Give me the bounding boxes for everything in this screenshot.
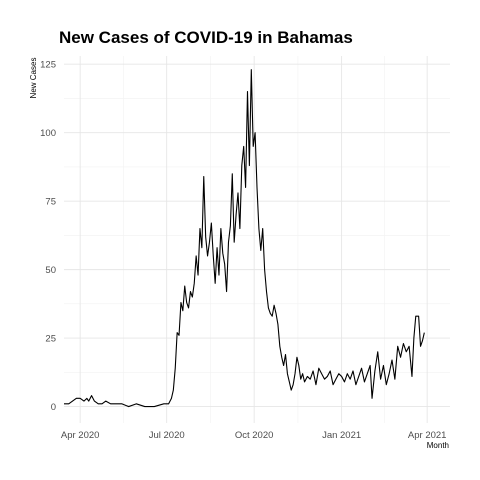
chart-grid bbox=[64, 56, 450, 423]
series-line bbox=[64, 69, 425, 408]
x-axis-label: Month bbox=[427, 441, 449, 450]
y-tick-label: 0 bbox=[51, 402, 56, 413]
y-tick-label: 25 bbox=[45, 334, 56, 345]
y-tick-label: 125 bbox=[40, 60, 56, 71]
x-tick-label: Jul 2020 bbox=[149, 430, 185, 441]
y-tick-label: 100 bbox=[40, 128, 56, 139]
chart-title: New Cases of COVID-19 in Bahamas bbox=[59, 28, 353, 47]
y-axis-tick-labels: 0 25 50 75 100 125 bbox=[40, 60, 56, 413]
y-tick-label: 50 bbox=[45, 265, 56, 276]
x-tick-label: Apr 2020 bbox=[61, 430, 100, 441]
x-tick-label: Apr 2021 bbox=[408, 430, 447, 441]
y-axis-label: New Cases bbox=[29, 58, 38, 99]
x-tick-label: Oct 2020 bbox=[235, 430, 274, 441]
x-tick-label: Jan 2021 bbox=[322, 430, 361, 441]
x-axis-tick-labels: Apr 2020 Jul 2020 Oct 2020 Jan 2021 Apr 2021 bbox=[61, 430, 447, 441]
y-tick-label: 75 bbox=[45, 197, 56, 208]
